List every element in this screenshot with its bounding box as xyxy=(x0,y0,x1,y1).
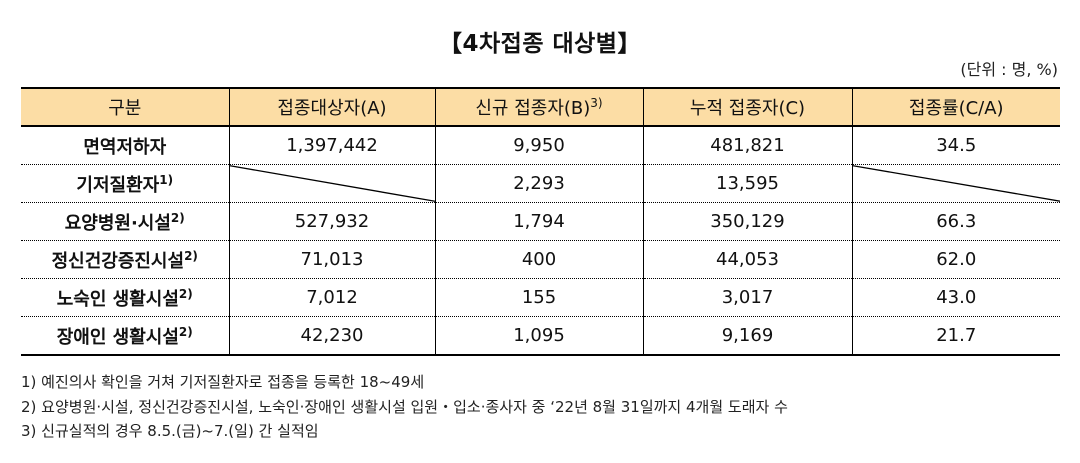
table-row: 장애인 생활시설2) 42,230 1,095 9,169 21.7 xyxy=(21,316,1060,356)
row-category: 노숙인 생활시설2) xyxy=(21,278,230,317)
footnote-1: 1) 예진의사 확인을 거쳐 기저질환자로 접종을 등록한 18~49세 xyxy=(21,373,425,391)
footnote-3: 3) 신규실적의 경우 8.5.(금)~7.(일) 간 실적임 xyxy=(21,422,319,440)
cell-rate: 66.3 xyxy=(851,202,1060,241)
unit-label: (단위 : 명, %) xyxy=(960,60,1058,79)
table-row: 정신건강증진시설2) 71,013 400 44,053 62.0 xyxy=(21,240,1060,279)
table-row: 기저질환자1) 2,293 13,595 xyxy=(21,164,1061,203)
footnote-marker: 2) xyxy=(170,210,185,225)
diagonal-slash xyxy=(853,165,1061,202)
footnote-marker: 2) xyxy=(178,286,193,301)
footnote-2: 2) 요양병원·시설, 정신건강증진시설, 노숙인·장애인 생활시설 입원・입소… xyxy=(21,397,788,416)
header-rate: 접종률(C/A) xyxy=(851,87,1060,127)
cell-target: 7,012 xyxy=(228,278,436,317)
cell-target: 71,013 xyxy=(228,240,436,279)
header-category: 구분 xyxy=(21,87,230,127)
cell-cumulative: 481,821 xyxy=(642,126,853,165)
cell-rate: 34.5 xyxy=(851,126,1060,165)
header-cumulative: 누적 접종자(C) xyxy=(642,87,853,127)
row-category: 요양병원·시설2) xyxy=(21,202,230,241)
cell-cumulative: 9,169 xyxy=(642,316,853,356)
cell-target-empty xyxy=(228,164,436,203)
cell-new: 1,794 xyxy=(434,202,644,241)
vaccination-table: 구분 접종대상자(A) 신규 접종자(B)3) 누적 접종자(C) 접종률(C/… xyxy=(21,87,1060,356)
row-category: 정신건강증진시설2) xyxy=(21,240,230,279)
cell-new: 9,950 xyxy=(434,126,644,165)
page-title: 【4차접종 대상별】 xyxy=(439,31,641,57)
table-row: 노숙인 생활시설2) 7,012 155 3,017 43.0 xyxy=(21,278,1060,317)
header-target: 접종대상자(A) xyxy=(228,87,436,127)
row-category: 면역저하자 xyxy=(21,126,230,165)
cell-rate: 21.7 xyxy=(851,316,1060,356)
cell-cumulative: 3,017 xyxy=(642,278,853,317)
header-new: 신규 접종자(B)3) xyxy=(434,87,644,127)
diagonal-slash xyxy=(230,165,435,202)
cell-target: 1,397,442 xyxy=(228,126,436,165)
cell-cumulative: 13,595 xyxy=(642,164,853,203)
table-header-row: 구분 접종대상자(A) 신규 접종자(B)3) 누적 접종자(C) 접종률(C/… xyxy=(21,87,1060,127)
row-category: 기저질환자1) xyxy=(21,164,230,203)
footnote-marker: 2) xyxy=(184,248,198,263)
footnote-marker: 2) xyxy=(178,324,193,339)
cell-target: 527,932 xyxy=(228,202,436,241)
footnotes: 1) 예진의사 확인을 거쳐 기저질환자로 접종을 등록한 18~49세 2) … xyxy=(21,370,788,444)
cell-cumulative: 44,053 xyxy=(642,240,853,279)
cell-rate-empty xyxy=(851,164,1061,203)
row-category: 장애인 생활시설2) xyxy=(21,316,230,356)
cell-target: 42,230 xyxy=(228,316,436,356)
header-new-footnote: 3) xyxy=(590,96,603,110)
cell-new: 155 xyxy=(434,278,644,317)
cell-rate: 62.0 xyxy=(851,240,1060,279)
table-row: 면역저하자 1,397,442 9,950 481,821 34.5 xyxy=(21,126,1060,165)
cell-cumulative: 350,129 xyxy=(642,202,853,241)
footnote-marker: 1) xyxy=(159,172,174,187)
table-row: 요양병원·시설2) 527,932 1,794 350,129 66.3 xyxy=(21,202,1060,241)
cell-new: 2,293 xyxy=(434,164,644,203)
cell-new: 1,095 xyxy=(434,316,644,356)
cell-new: 400 xyxy=(434,240,644,279)
cell-rate: 43.0 xyxy=(851,278,1060,317)
